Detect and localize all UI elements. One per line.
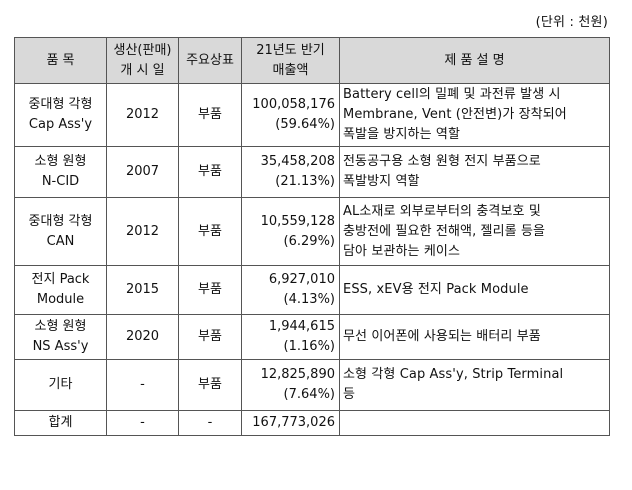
header-description: 제 품 설 명 [339,37,610,84]
total-sales-cell: 167,773,026 [241,410,340,436]
product-name-cell: 전지 Pack Module [14,265,107,315]
total-label-cell: 합계 [14,410,107,436]
sales-cell: 12,825,890 (7.64%) [241,359,340,411]
total-year-cell: - [106,410,179,436]
table-row: 중대형 각형 CAN 2012 부품 10,559,128 (6.29%) AL… [14,197,610,266]
brand-cell: 부품 [178,197,242,266]
brand-cell: 부품 [178,83,242,147]
sales-cell: 6,927,010 (4.13%) [241,265,340,315]
launch-year-cell: - [106,359,179,411]
sales-cell: 100,058,176 (59.64%) [241,83,340,147]
sales-cell: 35,458,208 (21.13%) [241,146,340,198]
header-product: 품 목 [14,37,107,84]
table-row: 소형 원형 NS Ass'y 2020 부품 1,944,615 (1.16%)… [14,314,610,360]
table-row: 소형 원형 N-CID 2007 부품 35,458,208 (21.13%) … [14,146,610,198]
product-name-cell: 소형 원형 N-CID [14,146,107,198]
brand-cell: 부품 [178,146,242,198]
description-cell: 전동공구용 소형 원형 전지 부품으로 폭발방지 역할 [339,146,610,198]
header-brand: 주요상표 [178,37,242,84]
product-name-cell: 중대형 각형 CAN [14,197,107,266]
product-name-cell: 중대형 각형 Cap Ass'y [14,83,107,147]
product-name-cell: 소형 원형 NS Ass'y [14,314,107,360]
total-brand-cell: - [178,410,242,436]
total-row: 합계 - - 167,773,026 [14,410,610,436]
product-name-cell: 기타 [14,359,107,411]
launch-year-cell: 2012 [106,197,179,266]
brand-cell: 부품 [178,265,242,315]
table-row: 기타 - 부품 12,825,890 (7.64%) 소형 각형 Cap Ass… [14,359,610,411]
header-sales: 21년도 반기 매출액 [241,37,340,84]
total-description-cell [339,410,610,436]
description-cell: 무선 이어폰에 사용되는 배터리 부품 [339,314,610,360]
sales-cell: 1,944,615 (1.16%) [241,314,340,360]
product-table: 품 목 생산(판매) 개 시 일 주요상표 21년도 반기 매출액 제 품 설 … [14,37,610,436]
launch-year-cell: 2020 [106,314,179,360]
launch-year-cell: 2015 [106,265,179,315]
brand-cell: 부품 [178,359,242,411]
description-cell: 소형 각형 Cap Ass'y, Strip Terminal 등 [339,359,610,411]
description-cell: AL소재로 외부로부터의 충격보호 및 충방전에 필요한 전해액, 젤리롤 등을… [339,197,610,266]
header-row: 품 목 생산(판매) 개 시 일 주요상표 21년도 반기 매출액 제 품 설 … [14,37,610,84]
sales-cell: 10,559,128 (6.29%) [241,197,340,266]
description-cell: Battery cell의 밀폐 및 과전류 발생 시 Membrane, Ve… [339,83,610,147]
table-row: 중대형 각형 Cap Ass'y 2012 부품 100,058,176 (59… [14,83,610,147]
brand-cell: 부품 [178,314,242,360]
unit-label: (단위 : 천원) [535,15,608,30]
clipped-previous-text [0,0,200,6]
table-row: 전지 Pack Module 2015 부품 6,927,010 (4.13%)… [14,265,610,315]
header-launch-date: 생산(판매) 개 시 일 [106,37,179,84]
launch-year-cell: 2012 [106,83,179,147]
launch-year-cell: 2007 [106,146,179,198]
description-cell: ESS, xEV용 전지 Pack Module [339,265,610,315]
